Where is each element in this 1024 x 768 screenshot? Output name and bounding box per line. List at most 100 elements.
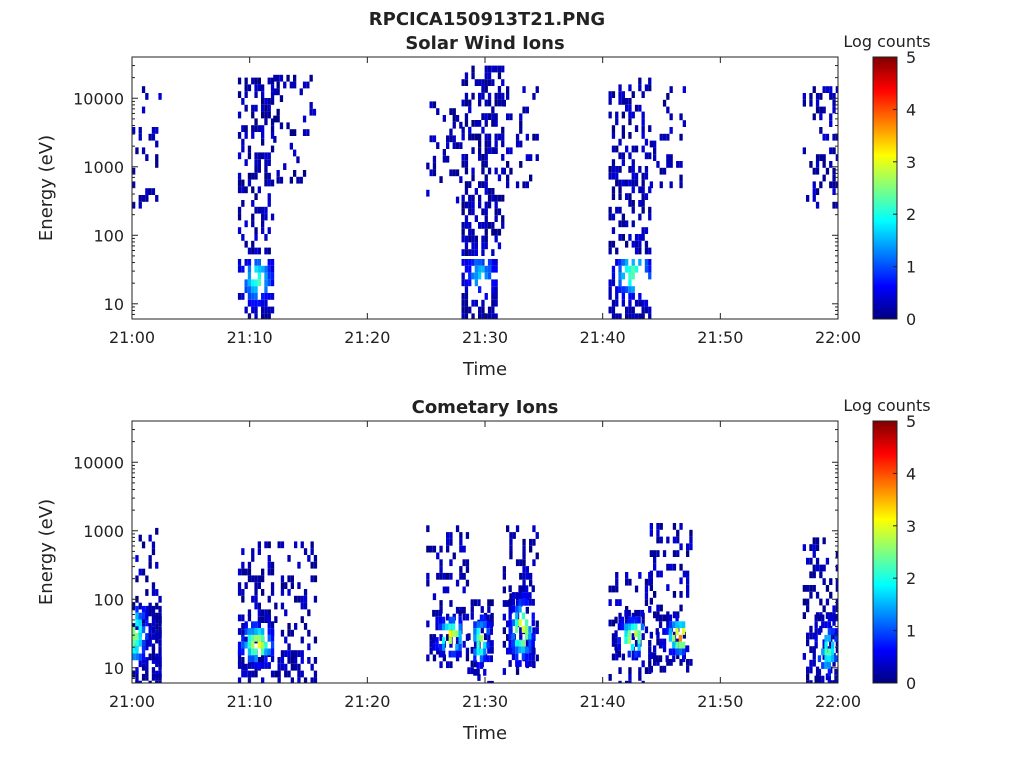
spectrogram-cell [464,160,469,168]
spectrogram-cell [464,235,469,243]
spectrogram-cell [479,621,484,629]
spectrogram-cell [618,186,622,194]
spectrogram-cell [832,188,836,195]
spectrogram-cell [267,98,271,105]
spectrogram-cell [264,159,268,166]
spectrogram-cell [254,259,258,266]
spectrogram-cell [244,240,248,248]
spectrogram-cell [254,77,258,85]
spectrogram-cell [257,159,261,166]
spectrogram-cell [464,99,469,107]
spectrogram-cell [283,81,287,89]
spectrogram-cell [486,641,490,649]
spectrogram-cell [158,605,162,613]
spectrogram-cell [822,86,826,93]
spectrogram-cell [812,659,816,667]
spectrogram-cell [628,313,632,319]
spectrogram-cell [618,193,622,200]
spectrogram-cell [148,626,152,634]
spectrogram-cell [303,677,308,683]
spectrogram-cell [834,668,838,676]
spectrogram-cell [809,646,813,653]
spectrogram-cell [261,616,265,623]
x-tick-label: 21:50 [697,692,743,711]
spectrogram-cell [148,605,152,613]
spectrogram-cell [653,154,657,161]
spectrogram-cell [621,213,625,221]
spectrogram-cell [251,595,255,603]
spectrogram-cell [455,115,460,122]
spectrogram-cell [628,265,632,273]
spectrogram-cell [237,614,242,622]
spectrogram-cell [648,152,652,160]
spectrogram-cell [832,201,836,209]
spectrogram-cell [638,166,642,173]
spectrogram-cell [649,570,653,578]
spectrogram-cell [151,667,156,674]
spectrogram-cell [151,653,156,661]
spectrogram-cell [247,655,252,663]
spectrogram-cell [462,572,466,580]
spectrogram-cell [515,639,519,647]
spectrogram-cell [621,259,625,266]
spectrogram-cell [257,582,261,589]
spectrogram-cell [611,633,616,640]
spectrogram-cell [827,682,831,683]
spectrogram-cell [237,91,242,98]
spectrogram-cell [628,299,632,307]
spectrogram-cell [471,299,475,307]
spectrogram-cell [812,564,816,572]
spectrogram-cell [270,648,275,656]
colorbar-tick-label: 1 [906,622,916,641]
spectrogram-cell [251,628,255,635]
spectrogram-cell [432,162,437,170]
spectrogram-cell [270,132,275,139]
spectrogram-cell [637,643,641,651]
spectrogram-cell [506,634,510,641]
spectrogram-cell [637,630,641,638]
spectrogram-cell [141,653,146,661]
spectrogram-cell [481,160,485,168]
spectrogram-cell [519,120,523,127]
spectrogram-cell [631,293,635,300]
spectrogram-cell [449,559,453,567]
spectrogram-cell [155,616,159,624]
spectrogram-cell [812,646,816,653]
spectrogram-cell [829,639,833,647]
spectrogram-cell [294,595,298,603]
spectrogram-cell [509,167,513,175]
spectrogram-cell [279,122,284,130]
spectrogram-cell [806,639,810,647]
spectrogram-cell [274,602,278,610]
spectrogram-cell [656,659,660,666]
spectrogram-cell [241,548,245,555]
spectrogram-cell [257,247,261,255]
spectrogram-cell [628,84,632,92]
spectrogram-cell [465,647,470,655]
spectrogram-cell [532,538,536,546]
spectrogram-cell [628,111,632,119]
spectrogram-cell [274,670,278,678]
spectrogram-cell [519,113,523,121]
spectrogram-cell [822,161,826,168]
spectrogram-cell [648,213,652,221]
spectrogram-cell [531,612,535,620]
spectrogram-cell [812,167,816,175]
spectrogram-cell [835,154,838,161]
spectrogram-cell [257,186,261,194]
spectrogram-cell [478,79,482,86]
spectrogram-cell [653,550,657,557]
spectrogram-cell [515,668,520,675]
spectrogram-cell [662,550,667,557]
spectrogram-cell [621,272,625,280]
spectrogram-cell [491,293,495,300]
spectrogram-cell [821,662,825,669]
spectrogram-cell [148,188,152,195]
spectrogram-cell [135,619,139,627]
spectrogram-cell [462,606,466,614]
spectrogram-cell [473,599,478,607]
spectrogram-cell [267,662,271,669]
spectrogram-cell [467,633,471,641]
spectrogram-cell [241,293,245,300]
spectrogram-cell [666,161,670,168]
